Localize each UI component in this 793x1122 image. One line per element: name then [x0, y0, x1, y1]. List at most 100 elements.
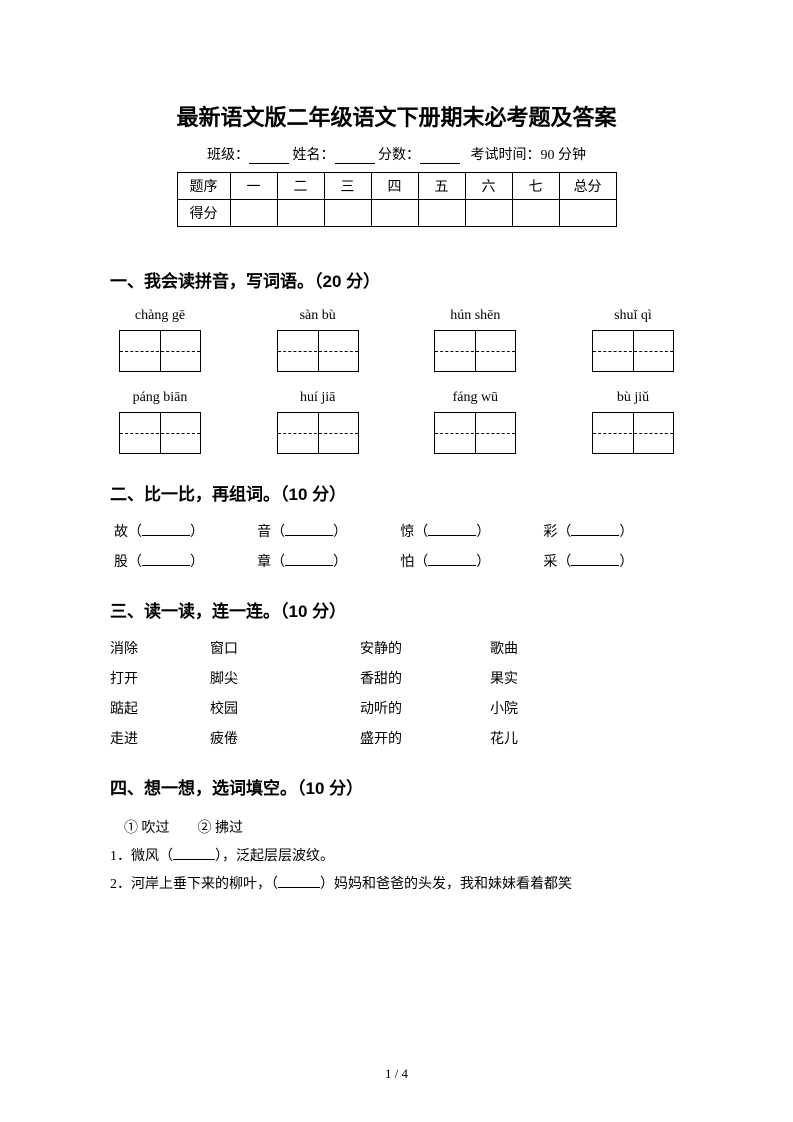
match-row: 走进 疲倦 盛开的 花儿	[110, 728, 683, 748]
match-cell: 盛开的	[360, 728, 490, 748]
blank[interactable]	[428, 565, 476, 566]
pinyin-label: bù jiǔ	[583, 390, 683, 406]
pair-char: 音	[257, 525, 271, 540]
th-total: 总分	[559, 173, 616, 200]
blank[interactable]	[285, 535, 333, 536]
match-cell: 歌曲	[490, 638, 590, 658]
match-cell: 踮起	[110, 698, 210, 718]
pinyin-label: chàng gē	[110, 308, 210, 324]
pair-item: 章（）	[257, 551, 393, 571]
pair-char: 彩	[543, 525, 557, 540]
td-blank[interactable]	[230, 200, 277, 227]
section1-heading: 一、我会读拼音，写词语。（20 分）	[110, 267, 683, 292]
score-blank[interactable]	[420, 149, 460, 164]
match-cell: 走进	[110, 728, 210, 748]
pinyin-item: hún shēn	[425, 308, 525, 372]
pair-item: 惊（）	[400, 521, 536, 541]
pair-item: 音（）	[257, 521, 393, 541]
char-box[interactable]	[277, 330, 359, 372]
blank[interactable]	[142, 535, 190, 536]
pinyin-label: fáng wū	[425, 390, 525, 406]
th-4: 四	[371, 173, 418, 200]
th-1: 一	[230, 173, 277, 200]
blank[interactable]	[571, 535, 619, 536]
td-blank[interactable]	[324, 200, 371, 227]
match-cell: 花儿	[490, 728, 590, 748]
pair-item: 彩（）	[543, 521, 679, 541]
class-label: 班级：	[207, 148, 249, 163]
td-blank[interactable]	[418, 200, 465, 227]
td-blank[interactable]	[512, 200, 559, 227]
char-box[interactable]	[119, 412, 201, 454]
pinyin-label: shuǐ qì	[583, 308, 683, 324]
match-row: 踮起 校园 动听的 小院	[110, 698, 683, 718]
th-7: 七	[512, 173, 559, 200]
pinyin-item: chàng gē	[110, 308, 210, 372]
pinyin-label: sàn bù	[268, 308, 368, 324]
pinyin-item: sàn bù	[268, 308, 368, 372]
blank[interactable]	[571, 565, 619, 566]
pair-item: 采（）	[543, 551, 679, 571]
match-cell: 校园	[210, 698, 360, 718]
blank[interactable]	[428, 535, 476, 536]
section4-heading: 四、想一想，选词填空。（10 分）	[110, 774, 683, 799]
td-score-label: 得分	[177, 200, 230, 227]
section3-heading: 三、读一读，连一连。（10 分）	[110, 597, 683, 622]
blank[interactable]	[173, 859, 215, 860]
info-line: 班级： 姓名： 分数： 考试时间：90 分钟	[110, 144, 683, 164]
match-cell: 消除	[110, 638, 210, 658]
name-blank[interactable]	[335, 149, 375, 164]
th-6: 六	[465, 173, 512, 200]
td-blank[interactable]	[277, 200, 324, 227]
match-cell: 动听的	[360, 698, 490, 718]
match-cell: 疲倦	[210, 728, 360, 748]
pair-char: 惊	[400, 525, 414, 540]
match-cell: 窗口	[210, 638, 360, 658]
pinyin-item: shuǐ qì	[583, 308, 683, 372]
time-label: 考试时间：90 分钟	[471, 148, 587, 163]
match-cell: 小院	[490, 698, 590, 718]
td-blank[interactable]	[465, 200, 512, 227]
class-blank[interactable]	[249, 149, 289, 164]
name-label: 姓名：	[293, 148, 335, 163]
match-row: 打开 脚尖 香甜的 果实	[110, 668, 683, 688]
blank[interactable]	[142, 565, 190, 566]
pair-char: 故	[114, 525, 128, 540]
th-seq: 题序	[177, 173, 230, 200]
char-box[interactable]	[434, 412, 516, 454]
page-number: 1 / 4	[0, 1066, 793, 1082]
pair-char: 章	[257, 555, 271, 570]
pinyin-label: hún shēn	[425, 308, 525, 324]
q1-b: ），泛起层层波纹。	[215, 849, 334, 864]
blank[interactable]	[278, 887, 320, 888]
td-blank[interactable]	[559, 200, 616, 227]
match-row: 消除 窗口 安静的 歌曲	[110, 638, 683, 658]
match-cell: 果实	[490, 668, 590, 688]
match-cell: 脚尖	[210, 668, 360, 688]
td-blank[interactable]	[371, 200, 418, 227]
char-box[interactable]	[592, 412, 674, 454]
char-box[interactable]	[592, 330, 674, 372]
match-cell: 安静的	[360, 638, 490, 658]
pinyin-label: páng biān	[110, 390, 210, 406]
q1-a: 1．微风（	[110, 849, 173, 864]
pinyin-item: páng biān	[110, 390, 210, 454]
match-cell: 打开	[110, 668, 210, 688]
pair-char: 采	[543, 555, 557, 570]
pinyin-row-2: páng biān huí jiā fáng wū bù jiǔ	[110, 390, 683, 454]
th-3: 三	[324, 173, 371, 200]
pinyin-item: huí jiā	[268, 390, 368, 454]
pinyin-label: huí jiā	[268, 390, 368, 406]
char-box[interactable]	[277, 412, 359, 454]
pair-item: 故（）	[114, 521, 250, 541]
match-cell: 香甜的	[360, 668, 490, 688]
pinyin-row-1: chàng gē sàn bù hún shēn shuǐ qì	[110, 308, 683, 372]
score-label: 分数：	[378, 148, 420, 163]
q2-b: ）妈妈和爸爸的头发，我和妹妹看着都笑	[320, 877, 572, 892]
pinyin-item: bù jiǔ	[583, 390, 683, 454]
pair-char: 怕	[400, 555, 414, 570]
char-box[interactable]	[434, 330, 516, 372]
q2-a: 2．河岸上垂下来的柳叶，（	[110, 877, 278, 892]
char-box[interactable]	[119, 330, 201, 372]
blank[interactable]	[285, 565, 333, 566]
